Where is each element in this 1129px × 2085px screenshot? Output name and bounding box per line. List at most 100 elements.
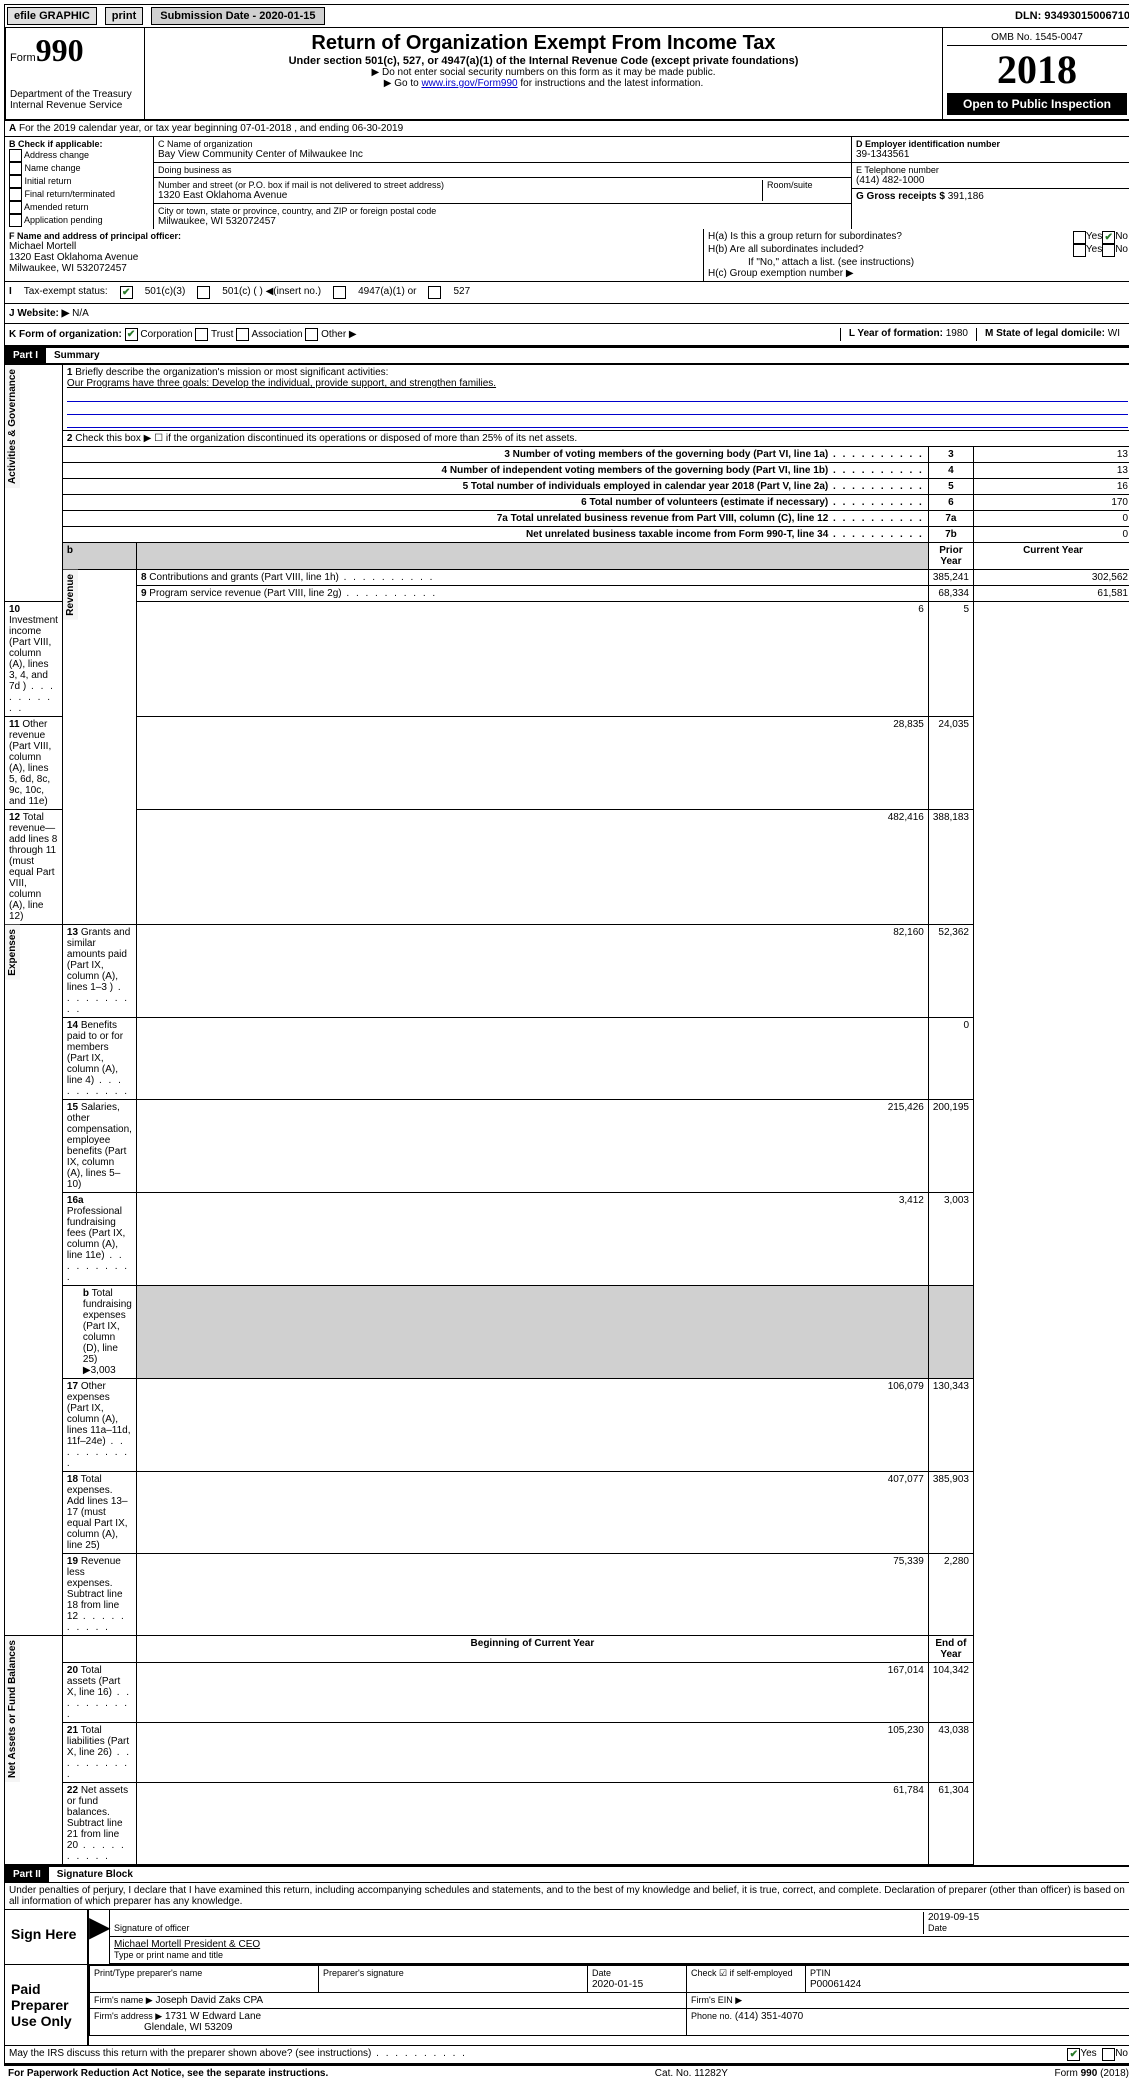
l20-prior: 167,014	[136, 1663, 928, 1723]
l13-prior: 82,160	[136, 925, 928, 1018]
cb-ha-yes[interactable]	[1073, 231, 1086, 244]
hb-note: If "No," attach a list. (see instruction…	[708, 257, 1128, 268]
l7a-text: Total unrelated business revenue from Pa…	[511, 513, 924, 524]
cb-corp[interactable]	[125, 328, 138, 341]
prep-date-val: 2020-01-15	[592, 1979, 643, 1990]
i-label: Tax-exempt status:	[24, 286, 108, 299]
addr-label: Number and street (or P.O. box if mail i…	[158, 180, 762, 190]
l5-box: 5	[928, 479, 973, 495]
cb-assoc[interactable]	[236, 328, 249, 341]
ptin-val: P00061424	[810, 1979, 861, 1990]
sub3-post: for instructions and the latest informat…	[518, 78, 704, 89]
hb-label: H(b) Are all subordinates included?	[708, 244, 1073, 257]
org-name: Bay View Community Center of Milwaukee I…	[158, 149, 847, 160]
perjury-text: Under penalties of perjury, I declare th…	[4, 1883, 1129, 1910]
cb-501c3[interactable]	[120, 286, 133, 299]
row-j: J Website: ▶ N/A	[4, 304, 1129, 324]
k-trust: Trust	[211, 329, 233, 340]
street-address: 1320 East Oklahoma Avenue	[158, 190, 762, 201]
hc-label: H(c) Group exemption number ▶	[708, 268, 1128, 279]
cb-app-pending[interactable]	[9, 214, 22, 227]
l18-curr: 385,903	[928, 1472, 973, 1554]
part-i-header: Part I Summary	[4, 346, 1129, 364]
d-label: D Employer identification number	[856, 139, 1128, 149]
b-item-1: Name change	[25, 163, 81, 173]
blank-line-2	[67, 402, 1128, 415]
b-item-0: Address change	[24, 150, 89, 160]
row-klm: K Form of organization: Corporation Trus…	[4, 324, 1129, 346]
i-527: 527	[453, 286, 470, 299]
cb-trust[interactable]	[195, 328, 208, 341]
discuss-row: May the IRS discuss this return with the…	[4, 2046, 1129, 2064]
year-formation: 1980	[946, 328, 968, 339]
cb-name-change[interactable]	[9, 162, 22, 175]
l9-text: Program service revenue (Part VIII, line…	[149, 588, 437, 599]
cb-discuss-no[interactable]	[1102, 2048, 1115, 2061]
sign-here-label: Sign Here	[5, 1910, 89, 1964]
website-value: N/A	[72, 308, 89, 319]
subtitle-2: ▶ Do not enter social security numbers o…	[149, 67, 938, 78]
l7b-text: Net unrelated business taxable income fr…	[526, 529, 924, 540]
hdr-curr: Current Year	[974, 543, 1129, 570]
firm-phone: (414) 351-4070	[735, 2011, 803, 2022]
l1-label: Briefly describe the organization's miss…	[75, 367, 388, 378]
print-button[interactable]: print	[105, 7, 143, 25]
part-ii-badge: Part II	[5, 1867, 49, 1882]
dept-treasury: Department of the Treasury Internal Reve…	[10, 89, 140, 111]
l16a-prior: 3,412	[136, 1193, 928, 1286]
room-label: Room/suite	[767, 180, 847, 190]
l8-curr: 302,562	[974, 570, 1129, 586]
cb-hb-no[interactable]	[1102, 244, 1115, 257]
cb-4947[interactable]	[333, 286, 346, 299]
form990-link[interactable]: www.irs.gov/Form990	[421, 78, 517, 89]
cb-hb-yes[interactable]	[1073, 244, 1086, 257]
b-label: B Check if applicable:	[9, 139, 149, 149]
l15-prior: 215,426	[136, 1100, 928, 1193]
l15-curr: 200,195	[928, 1100, 973, 1193]
cb-initial-return[interactable]	[9, 175, 22, 188]
sig-officer-label: Signature of officer	[114, 1923, 189, 1933]
l12-curr: 388,183	[928, 810, 973, 925]
cb-discuss-yes[interactable]	[1067, 2048, 1080, 2061]
l15-text: Salaries, other compensation, employee b…	[67, 1102, 132, 1190]
cb-other[interactable]	[305, 328, 318, 341]
part-i-title: Summary	[46, 348, 108, 363]
l4-box: 4	[928, 463, 973, 479]
ha-label: H(a) Is this a group return for subordin…	[708, 231, 1073, 244]
l14-prior	[136, 1018, 928, 1100]
l18-prior: 407,077	[136, 1472, 928, 1554]
cb-ha-no[interactable]	[1102, 231, 1115, 244]
cb-amended[interactable]	[9, 201, 22, 214]
l11-text: Other revenue (Part VIII, column (A), li…	[9, 719, 51, 807]
section-fh: F Name and address of principal officer:…	[4, 229, 1129, 282]
l22-prior: 61,784	[136, 1783, 928, 1865]
l9-curr: 61,581	[974, 586, 1129, 602]
g-label: G Gross receipts $	[856, 191, 945, 202]
blank-line-1	[67, 389, 1128, 402]
sign-here-block: Sign Here ▶ Signature of officer 2019-09…	[4, 1910, 1129, 1965]
k-other: Other ▶	[321, 329, 356, 340]
l3-box: 3	[928, 447, 973, 463]
form-number: 990	[36, 32, 84, 68]
section-c: C Name of organization Bay View Communit…	[154, 137, 851, 229]
side-netassets: Net Assets or Fund Balances	[5, 1636, 20, 1782]
cb-final-return[interactable]	[9, 188, 22, 201]
city-value: Milwaukee, WI 532072457	[158, 216, 847, 227]
l5-text: Total number of individuals employed in …	[471, 481, 924, 492]
l10-curr: 5	[928, 602, 973, 717]
cb-527[interactable]	[428, 286, 441, 299]
b-item-2: Initial return	[25, 176, 72, 186]
firm-name-label: Firm's name ▶	[94, 1995, 153, 2005]
hdr-prior: Prior Year	[928, 543, 973, 570]
l16b-curr	[928, 1286, 973, 1379]
cb-address-change[interactable]	[9, 149, 22, 162]
l11-curr: 24,035	[928, 717, 973, 810]
cb-501c[interactable]	[197, 286, 210, 299]
l8-prior: 385,241	[928, 570, 973, 586]
row-i: I Tax-exempt status: 501(c)(3) 501(c) ( …	[4, 282, 1129, 304]
l17-text: Other expenses (Part IX, column (A), lin…	[67, 1381, 131, 1469]
l7b-val: 0	[974, 527, 1129, 543]
summary-table: Activities & Governance 1 Briefly descri…	[4, 364, 1129, 1865]
firm-addr-label: Firm's address ▶	[94, 2011, 162, 2021]
l6-box: 6	[928, 495, 973, 511]
